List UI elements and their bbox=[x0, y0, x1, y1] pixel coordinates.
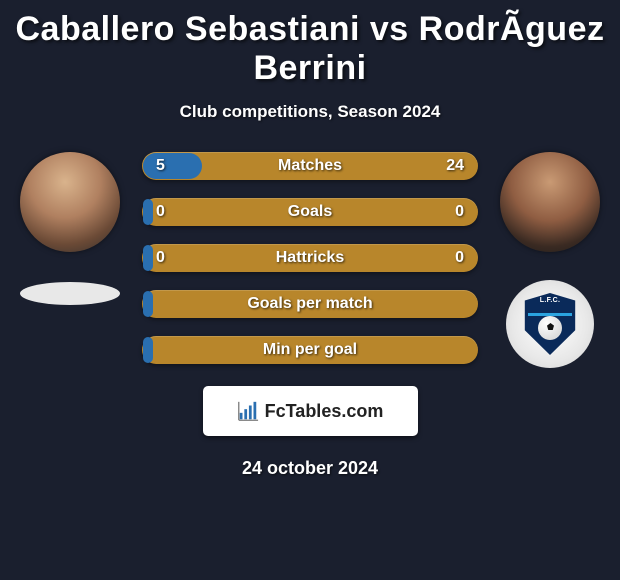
stat-bar: Goals per match bbox=[142, 290, 478, 318]
club-left-badge bbox=[20, 282, 120, 305]
club-right-shield bbox=[522, 293, 578, 355]
stat-bar: 5 Matches 24 bbox=[142, 152, 478, 180]
stat-label: Goals per match bbox=[247, 295, 372, 313]
infographic-root: Caballero Sebastiani vs RodrÃ­guez Berri… bbox=[0, 0, 620, 487]
stat-label: Hattricks bbox=[276, 249, 344, 267]
stat-bar: 0 Hattricks 0 bbox=[142, 244, 478, 272]
comparison-row: 5 Matches 24 0 Goals 0 0 Hattricks 0 Goals per ma… bbox=[10, 152, 610, 368]
stat-bar-fill-left bbox=[143, 153, 202, 179]
stats-bars: 5 Matches 24 0 Goals 0 0 Hattricks 0 Goals per ma… bbox=[130, 152, 490, 364]
stat-bar: Min per goal bbox=[142, 336, 478, 364]
club-right-badge bbox=[506, 280, 594, 368]
player-right-avatar bbox=[500, 152, 600, 252]
stat-value-left: 0 bbox=[156, 203, 165, 221]
stat-label: Matches bbox=[278, 157, 342, 175]
stat-value-left: 5 bbox=[156, 157, 165, 175]
stat-value-right: 0 bbox=[455, 249, 464, 267]
stat-label: Goals bbox=[288, 203, 332, 221]
stat-bar-fill-left bbox=[143, 291, 153, 317]
player-left-avatar bbox=[20, 152, 120, 252]
page-title: Caballero Sebastiani vs RodrÃ­guez Berri… bbox=[10, 10, 610, 88]
infographic-date: 24 october 2024 bbox=[10, 458, 610, 479]
stat-value-right: 0 bbox=[455, 203, 464, 221]
player-right-column bbox=[490, 152, 610, 368]
soccer-ball-icon bbox=[538, 316, 562, 340]
branding-badge: FcTables.com bbox=[203, 386, 418, 436]
page-subtitle: Club competitions, Season 2024 bbox=[10, 102, 610, 122]
stat-bar-fill-left bbox=[143, 245, 153, 271]
stat-bar-fill-left bbox=[143, 337, 153, 363]
bar-chart-icon bbox=[237, 400, 259, 422]
stat-bar: 0 Goals 0 bbox=[142, 198, 478, 226]
branding-text: FcTables.com bbox=[265, 401, 384, 422]
stat-label: Min per goal bbox=[263, 341, 357, 359]
stat-bar-fill-left bbox=[143, 199, 153, 225]
stat-value-right: 24 bbox=[446, 157, 464, 175]
player-left-column bbox=[10, 152, 130, 305]
stat-value-left: 0 bbox=[156, 249, 165, 267]
